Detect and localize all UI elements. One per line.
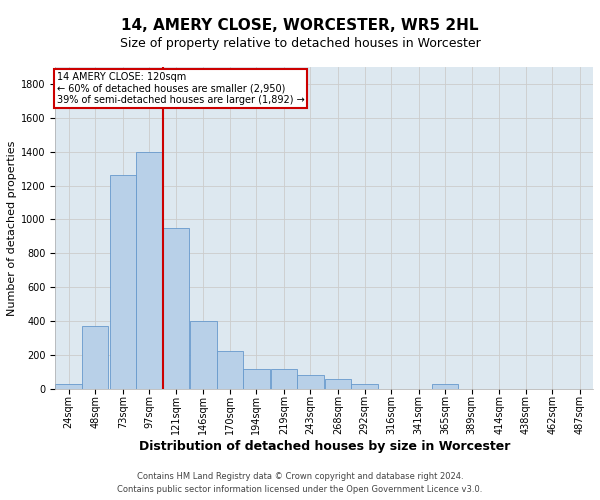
Text: Contains HM Land Registry data © Crown copyright and database right 2024.: Contains HM Land Registry data © Crown c… — [137, 472, 463, 481]
Bar — [325, 378, 352, 389]
Bar — [190, 321, 217, 389]
Bar — [136, 152, 163, 389]
Bar — [243, 370, 269, 389]
Bar — [55, 384, 82, 389]
Text: Contains public sector information licensed under the Open Government Licence v3: Contains public sector information licen… — [118, 485, 482, 494]
Text: 14 AMERY CLOSE: 120sqm
← 60% of detached houses are smaller (2,950)
39% of semi-: 14 AMERY CLOSE: 120sqm ← 60% of detached… — [56, 72, 304, 105]
Bar — [352, 384, 378, 389]
Bar — [271, 370, 297, 389]
Bar — [163, 228, 189, 389]
Text: Size of property relative to detached houses in Worcester: Size of property relative to detached ho… — [119, 38, 481, 51]
Text: 14, AMERY CLOSE, WORCESTER, WR5 2HL: 14, AMERY CLOSE, WORCESTER, WR5 2HL — [121, 18, 479, 32]
Y-axis label: Number of detached properties: Number of detached properties — [7, 140, 17, 316]
X-axis label: Distribution of detached houses by size in Worcester: Distribution of detached houses by size … — [139, 440, 510, 453]
Bar — [217, 351, 243, 389]
Bar — [297, 376, 324, 389]
Bar — [110, 176, 136, 389]
Bar — [82, 326, 109, 389]
Bar — [432, 384, 458, 389]
